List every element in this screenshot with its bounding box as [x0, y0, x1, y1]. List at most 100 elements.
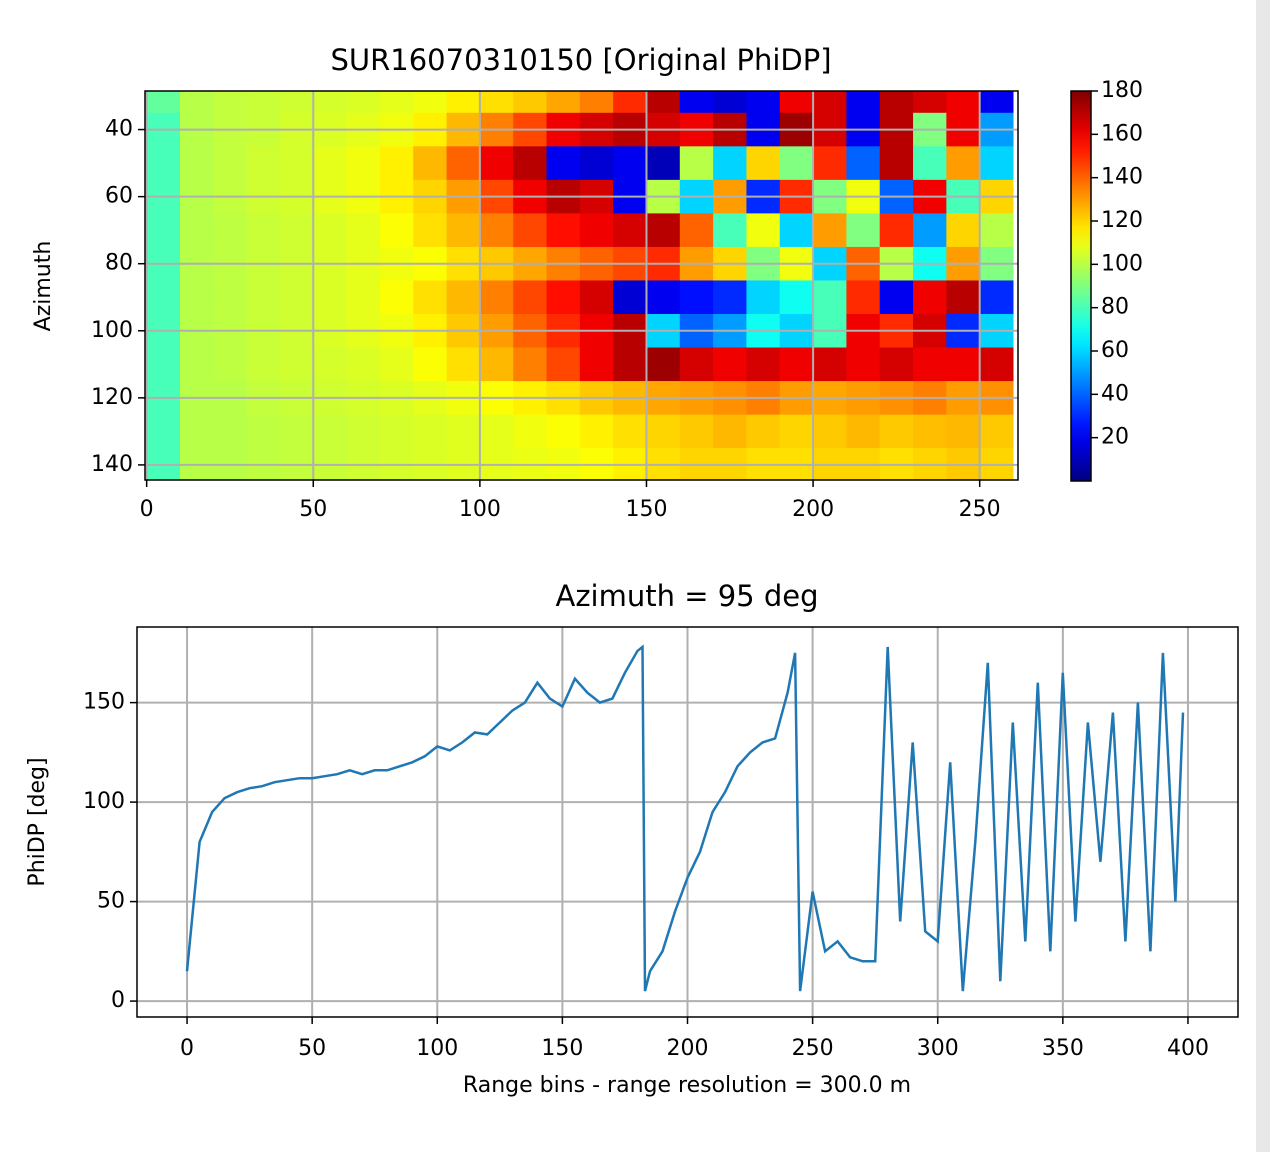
heatmap-cell	[479, 91, 514, 114]
x-tick-label: 100	[459, 497, 501, 522]
heatmap-cell	[546, 213, 581, 248]
heatmap-cell	[579, 280, 614, 315]
colorbar-tick-label: 140	[1101, 165, 1143, 190]
plot-frame	[144, 90, 1019, 481]
line-title: Azimuth = 95 deg	[555, 579, 818, 613]
x-tick-label: 150	[541, 1036, 583, 1061]
heatmap-cell	[713, 414, 747, 449]
x-tick-label: 300	[917, 1036, 959, 1061]
x-tick-label: 250	[792, 1036, 834, 1061]
heatmap-cell	[946, 146, 981, 181]
heatmap-cell	[146, 213, 181, 248]
heatmap-cell	[913, 414, 947, 449]
line-chart: 0 50 100 150 200 250 300 350 400 0 50 100 150	[83, 626, 1239, 1061]
heatmap-cell	[746, 146, 781, 181]
heatmap-cell	[813, 414, 847, 449]
heatmap-cell	[146, 146, 181, 181]
x-tick-label: 100	[416, 1036, 458, 1061]
heatmap-cell	[713, 91, 747, 114]
heatmap-cell	[146, 91, 181, 114]
heatmap-cell	[213, 280, 248, 315]
colorbar-tick-label: 20	[1101, 425, 1129, 450]
heatmap-cell	[713, 347, 747, 382]
heatmap-cell	[713, 213, 747, 248]
x-tick-label: 50	[299, 497, 327, 522]
heatmap-cell	[479, 146, 514, 181]
heatmap-cell	[146, 280, 181, 315]
heatmap-cell	[879, 213, 914, 248]
x-tick-label: 200	[792, 497, 834, 522]
heatmap-cell	[679, 280, 714, 315]
heatmap-cell	[146, 347, 181, 382]
heatmap-cell	[313, 91, 348, 114]
heatmap-cell	[813, 347, 847, 382]
y-tick-label: 100	[91, 318, 133, 343]
heatmap-cell	[246, 414, 281, 449]
heatmap-cell	[813, 213, 847, 248]
heatmap-cell	[713, 280, 747, 315]
heatmap-cell	[213, 414, 248, 449]
heatmap-cell	[346, 146, 381, 181]
heatmap-cell	[446, 213, 481, 248]
heatmap-cell	[679, 91, 714, 114]
x-tick-label: 0	[180, 1036, 194, 1061]
heatmap-cell	[379, 347, 414, 382]
heatmap-cell	[846, 146, 881, 181]
heatmap-cell	[513, 280, 548, 315]
colorbar-tick-label: 160	[1101, 121, 1143, 146]
heatmap-cell	[213, 146, 248, 181]
heatmap-cell	[579, 414, 614, 449]
heatmap-cell	[713, 146, 747, 181]
heatmap-cell	[313, 280, 348, 315]
heatmap-cell	[413, 280, 448, 315]
heatmap-grid: 0 50 100 150 200 250 40 60 80 100 120 140 20 40 60 80 10…	[91, 78, 1143, 522]
y-tick-label: 40	[105, 117, 133, 142]
heatmap-cell	[279, 347, 314, 382]
heatmap-cell	[513, 146, 548, 181]
heatmap-cell	[946, 347, 981, 382]
heatmap-cell	[379, 91, 414, 114]
heatmap-cell	[446, 280, 481, 315]
heatmap-cell	[646, 280, 681, 315]
heatmap-cell	[779, 213, 814, 248]
y-tick-label: 120	[91, 385, 133, 410]
data-line	[185, 644, 1185, 992]
heatmap-cell	[779, 414, 814, 449]
x-tick-label: 0	[140, 497, 154, 522]
heatmap-cell	[513, 91, 548, 114]
heatmap-cell	[579, 91, 614, 114]
heatmap-cell	[413, 91, 448, 114]
heatmap-cell	[146, 414, 181, 449]
y-tick-label: 50	[97, 889, 125, 914]
heatmap-cell	[279, 280, 314, 315]
heatmap-cell	[779, 91, 814, 114]
heatmap-cell	[913, 91, 947, 114]
plot-frame	[136, 626, 1239, 1018]
heatmap-cell	[546, 347, 581, 382]
heatmap-cell	[513, 414, 548, 449]
heatmap-cell	[313, 414, 348, 449]
heatmap-cell	[979, 280, 1014, 315]
heatmap-cell	[279, 146, 314, 181]
x-tick-label: 150	[625, 497, 667, 522]
heatmap-cell	[346, 414, 381, 449]
heatmap-cell	[846, 347, 881, 382]
heatmap-cell	[679, 146, 714, 181]
heatmap-cell	[279, 414, 314, 449]
heatmap-cell	[779, 146, 814, 181]
y-tick-label: 80	[105, 251, 133, 276]
heatmap-cell	[179, 91, 214, 114]
heatmap-cell	[446, 146, 481, 181]
heatmap-cell	[846, 280, 881, 315]
heatmap-cell	[813, 91, 847, 114]
heatmap-cell	[913, 146, 947, 181]
heatmap-cell	[579, 146, 614, 181]
heatmap-cell	[313, 213, 348, 248]
heatmap-cell	[846, 414, 881, 449]
y-tick-label: 60	[105, 184, 133, 209]
heatmap-cell	[779, 280, 814, 315]
heatmap-cell	[879, 414, 914, 449]
heatmap-cell	[746, 347, 781, 382]
heatmap-cell	[213, 213, 248, 248]
